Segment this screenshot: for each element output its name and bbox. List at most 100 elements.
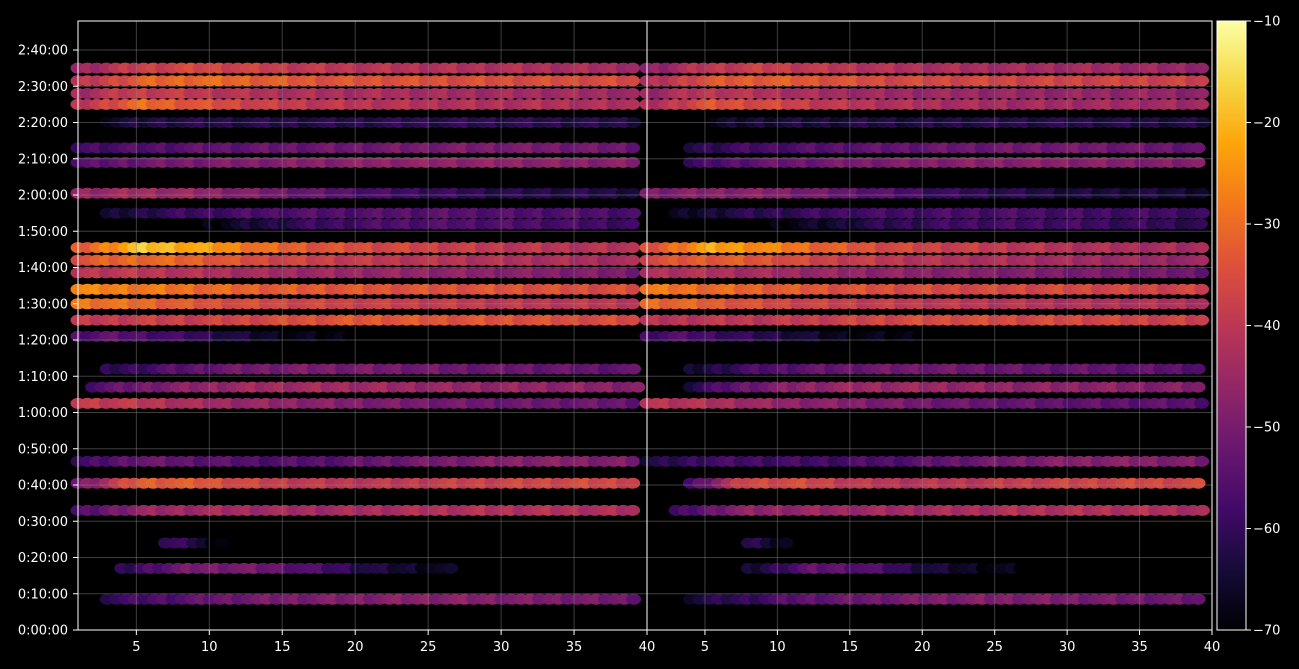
- heatmap-panel-left: [70, 62, 646, 605]
- x-tick-label: 15: [842, 640, 859, 655]
- x-axis-right: 5 10 15 20 25 30 35 40: [701, 630, 1220, 655]
- x-tick-label: 20: [914, 640, 931, 655]
- heatmap-cell: [1194, 267, 1210, 279]
- heatmap-cell: [1190, 477, 1206, 489]
- y-tick-label: 2:10:00: [18, 152, 68, 167]
- heatmap-cell: [1194, 88, 1210, 99]
- heatmap-cell: [625, 62, 641, 74]
- x-tick-label: 40: [1204, 640, 1221, 655]
- y-tick-label: 0:30:00: [18, 515, 68, 530]
- heatmap-cell: [1194, 283, 1210, 295]
- heatmap-cell: [625, 156, 641, 168]
- heatmap-cell: [1190, 381, 1206, 393]
- heatmap-cell: [625, 504, 641, 516]
- heatmap-cell: [1194, 75, 1210, 87]
- heatmap-cell: [1190, 156, 1206, 168]
- heatmap-cell: [912, 330, 928, 342]
- heatmap-panel-right: [639, 62, 1211, 605]
- colorbar-tick-label: −50: [1253, 421, 1280, 436]
- heatmap-cell: [1194, 62, 1210, 74]
- grid-lines: [78, 21, 1212, 630]
- heatmap-cell: [343, 330, 359, 342]
- heatmap-cell: [1194, 314, 1210, 326]
- heatmap-cell: [1194, 397, 1210, 409]
- y-tick-label: 2:20:00: [18, 116, 68, 131]
- x-tick-label: 5: [132, 640, 140, 655]
- y-tick-label: 2:30:00: [18, 80, 68, 95]
- y-tick-label: 2:40:00: [18, 44, 68, 59]
- heatmap-cell: [624, 218, 640, 230]
- heatmap-cell: [625, 477, 641, 489]
- heatmap-cell: [1194, 187, 1210, 199]
- heatmap-cell: [625, 254, 641, 266]
- x-axis-left: 5 10 15 20 25 30 35 40: [132, 630, 655, 655]
- panel-right-frame: [646, 20, 1213, 631]
- heatmap-cell: [625, 397, 641, 409]
- heatmap-cell: [1194, 504, 1210, 516]
- heatmap-cell: [214, 537, 230, 549]
- colorbar-tick-label: −60: [1253, 522, 1280, 537]
- heatmap-cell: [625, 187, 641, 199]
- x-tick-label: 10: [201, 640, 218, 655]
- y-tick-label: 1:50:00: [18, 225, 68, 240]
- heatmap-cell: [1190, 593, 1206, 605]
- heatmap-cell: [1192, 218, 1208, 230]
- colorbar-tick-label: −20: [1253, 116, 1280, 131]
- heatmap-cell: [625, 267, 641, 279]
- heatmap-cell: [626, 207, 642, 219]
- heatmap-cell: [1194, 98, 1210, 110]
- x-tick-label: 15: [274, 640, 291, 655]
- heatmap-cell: [625, 283, 641, 295]
- heatmap-cell: [1194, 242, 1210, 254]
- y-tick-label: 0:40:00: [18, 479, 68, 494]
- y-tick-label: 1:00:00: [18, 406, 68, 421]
- y-tick-label: 0:00:00: [18, 624, 68, 639]
- x-tick-label: 10: [769, 640, 786, 655]
- heatmap-cell: [1190, 142, 1206, 154]
- heatmap-cell: [1194, 298, 1210, 310]
- y-tick-label: 2:00:00: [18, 189, 68, 204]
- heatmap-cell: [625, 314, 641, 326]
- colorbar-tick-label: −70: [1253, 624, 1280, 639]
- y-tick-label: 1:40:00: [18, 261, 68, 276]
- colorbar-ticks: −10 −20 −30 −40 −50 −60 −70: [1246, 15, 1280, 639]
- heatmap-cell: [626, 117, 642, 128]
- heatmap-cell: [1190, 363, 1206, 375]
- heatmap-cell: [443, 562, 459, 574]
- heatmap-cell: [625, 142, 641, 154]
- y-axis: 0:00:00 0:10:00 0:20:00 0:30:00 0:40:00 0:50:…: [18, 44, 78, 639]
- heatmap-cell: [1195, 117, 1211, 128]
- heatmap-cell: [626, 593, 642, 605]
- heatmap-cell: [625, 75, 641, 87]
- heatmap-cell: [1194, 207, 1210, 219]
- y-tick-label: 0:20:00: [18, 551, 68, 566]
- heatmap-cell: [1194, 455, 1210, 467]
- colorbar: [1216, 20, 1247, 631]
- heatmap-cell: [625, 455, 641, 467]
- heatmap-cell: [625, 88, 641, 99]
- y-tick-label: 1:30:00: [18, 297, 68, 312]
- x-tick-label: 5: [701, 640, 709, 655]
- x-tick-label: 20: [347, 640, 364, 655]
- colorbar-tick-label: −30: [1253, 218, 1280, 233]
- colorbar-tick-label: −10: [1253, 15, 1280, 30]
- heatmap-cell: [625, 298, 641, 310]
- y-tick-label: 1:10:00: [18, 370, 68, 385]
- x-tick-label: 30: [493, 640, 510, 655]
- y-tick-label: 1:20:00: [18, 334, 68, 349]
- heatmap-cell: [1194, 254, 1210, 266]
- y-tick-label: 0:10:00: [18, 587, 68, 602]
- x-tick-label: 35: [1131, 640, 1148, 655]
- heatmap-cell: [630, 381, 646, 393]
- heatmap-cell: [625, 242, 641, 254]
- heatmap-cell: [1013, 562, 1029, 574]
- heatmap-cell: [626, 363, 642, 375]
- x-tick-label: 40: [639, 640, 656, 655]
- y-tick-label: 0:50:00: [18, 442, 68, 457]
- x-tick-label: 35: [566, 640, 583, 655]
- x-tick-label: 25: [986, 640, 1003, 655]
- heatmap-cell: [625, 98, 641, 110]
- colorbar-tick-label: −40: [1253, 319, 1280, 334]
- colorbar-gradient: [1216, 20, 1247, 631]
